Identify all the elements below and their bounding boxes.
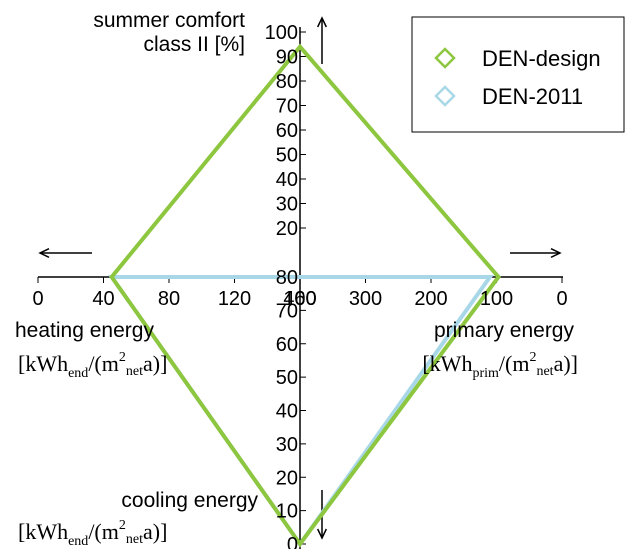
legend-box [411,16,625,133]
heating-axis-unit-part: [kWh [18,351,68,376]
cooling-axis-title: cooling energy [121,489,258,512]
cooling-axis-unit-part: end [68,534,88,549]
legend-items: DEN-design DEN-2011 [434,46,601,109]
cooling-tick-label: 0 [287,534,298,549]
cooling-axis-unit-part: [kWh [18,519,68,544]
comfort-tick-label: 30 [276,194,298,216]
down-arrow-head [316,528,328,540]
primary-axis-unit-part: 2 [529,350,536,365]
comfort-axis-title-line1: summer comfort [93,9,245,32]
cooling-axis-unit-part: a)] [143,519,167,544]
primary-axis-unit-part: prim [472,366,499,381]
comfort-axis-title-line2: class II [%] [143,33,245,56]
comfort-tick-label: 100 [265,22,298,44]
heating-axis-unit-part: net [126,364,143,379]
left-arrow [38,247,92,259]
comfort-tick-label: 90 [276,47,298,69]
heating-axis-unit-part: /(m [88,351,119,376]
cooling-axis-unit-part: 2 [119,518,126,533]
right-arrow-head [550,247,562,259]
comfort-tick-label: 60 [276,120,298,142]
legend-label: DEN-design [482,46,601,71]
primary-tick-label: 0 [556,288,567,310]
comfort-tick-label: 20 [276,218,298,240]
heating-tick-label: 40 [92,288,114,310]
cooling-axis-unit-part: net [126,532,143,547]
right-arrow [510,247,562,259]
cooling-tick-label: 80 [276,267,298,289]
cooling-tick-label: 20 [276,467,298,489]
left-arrow-head [38,247,50,259]
cooling-tick-label: 70 [276,300,298,322]
series-polygon-den-design [109,43,502,548]
primary-axis-title: primary energy [434,319,575,342]
cooling-tick-label: 60 [276,334,298,356]
primary-axis-unit-part: [kWh [422,351,472,376]
up-arrow-head [316,16,328,28]
primary-tick-label: 300 [349,288,382,310]
cooling-axis-unit-part: /(m [88,519,119,544]
comfort-tick-label: 80 [276,71,298,93]
heating-tick-label: 120 [218,288,251,310]
cooling-axis-unit: [kWhend/(m2neta)] [18,518,167,549]
cooling-tick-label: 40 [276,401,298,423]
comfort-tick-label: 40 [276,169,298,191]
legend-marker [434,85,456,107]
primary-axis-unit-part: a)] [554,351,578,376]
primary-axis-unit-part: net [536,364,553,379]
heating-tick-label: 160 [283,288,316,310]
heating-axis-unit-part: a)] [143,351,167,376]
up-arrow [316,16,328,64]
series-layer [107,43,502,548]
heating-tick-label: 80 [158,288,180,310]
primary-tick-label: 400 [283,288,316,310]
heating-axis-unit: [kWhend/(m2neta)] [18,350,167,381]
heating-tick-label: 0 [32,288,43,310]
primary-tick-label: 100 [480,288,513,310]
heating-axis-title: heating energy [15,319,154,342]
legend-marker [434,47,456,69]
heating-axis-unit-part: end [68,366,88,381]
primary-axis-unit-part: /(m [499,351,530,376]
primary-tick-label: 200 [414,288,447,310]
comfort-tick-label: 70 [276,96,298,118]
primary-axis-unit: [kWhprim/(m2neta)] [422,350,578,381]
heating-axis-unit-part: 2 [119,350,126,365]
cooling-tick-label: 10 [276,501,298,523]
cooling-tick-label: 50 [276,367,298,389]
legend: DEN-design DEN-2011 [411,16,625,133]
legend-label: DEN-2011 [482,84,583,109]
cooling-tick-label: 30 [276,434,298,456]
comfort-tick-label: 50 [276,145,298,167]
